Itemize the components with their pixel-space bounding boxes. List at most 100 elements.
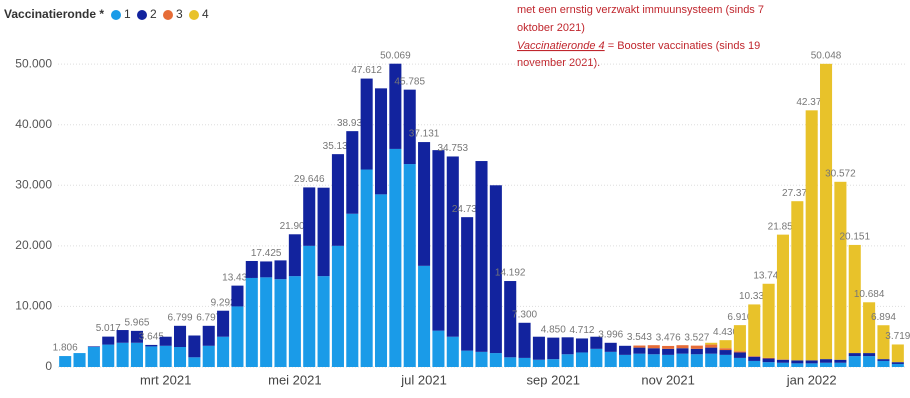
- bar-segment: [891, 344, 904, 363]
- bar-segment: [676, 353, 689, 367]
- bar-segment: [575, 352, 589, 367]
- bar-segment: [863, 353, 876, 357]
- bar-segment: [59, 356, 72, 367]
- bar-segment: [863, 356, 876, 367]
- bar-segment: [590, 336, 603, 349]
- bar-segment: [217, 336, 230, 367]
- bar-segment: [432, 150, 445, 331]
- bar-segment: [762, 358, 775, 363]
- bar-segment: [116, 330, 129, 343]
- bar-segment: [518, 357, 531, 367]
- bar-segment: [504, 357, 517, 367]
- bar-segment: [303, 187, 316, 246]
- bar-segment: [547, 337, 560, 360]
- legend-swatch: [111, 10, 121, 20]
- y-tick-label: 50.000: [15, 56, 52, 70]
- bar-segment: [590, 348, 603, 367]
- x-tick-label: mei 2021: [268, 372, 321, 387]
- bar-segment: [403, 164, 416, 367]
- data-label: 50.069: [380, 50, 411, 61]
- bar-segment: [489, 185, 502, 354]
- bar-segment: [274, 279, 287, 367]
- bar-segment: [260, 277, 273, 367]
- bar-segment: [662, 348, 675, 355]
- legend-label: 3: [176, 7, 183, 21]
- bar-segment: [776, 362, 790, 367]
- data-label: 47.612: [351, 65, 382, 76]
- bar-segment: [245, 260, 258, 278]
- bar-segment: [805, 360, 818, 364]
- bar-segment: [102, 344, 115, 367]
- legend-swatch: [163, 10, 173, 20]
- bar-segment: [245, 277, 258, 367]
- bar-segment: [303, 245, 316, 367]
- bar-segment: [346, 131, 359, 214]
- bar-segment: [705, 342, 718, 345]
- bar-segment: [848, 356, 861, 367]
- data-label: 3.645: [139, 332, 164, 343]
- bar-segment: [188, 357, 201, 367]
- bar-segment: [504, 281, 517, 358]
- bar-segment: [776, 234, 790, 360]
- bar-segment: [561, 354, 574, 367]
- y-tick-label: 40.000: [15, 117, 52, 131]
- bar-segment: [891, 362, 904, 364]
- bar-segment: [748, 360, 761, 367]
- bar-segment: [805, 110, 818, 361]
- bar-segment: [633, 345, 646, 348]
- data-label: 6.799: [168, 312, 193, 323]
- x-tick-label: jan 2022: [786, 372, 837, 387]
- bar-segment: [690, 348, 703, 355]
- bar-segment: [274, 260, 287, 280]
- bar-segment: [604, 351, 617, 367]
- bar-segment: [159, 336, 172, 346]
- annotation-emphasis: Vaccinatieronde 4: [517, 40, 605, 52]
- data-label: 4.850: [541, 324, 566, 335]
- data-label: 14.192: [495, 268, 526, 279]
- data-label: 17.425: [251, 248, 282, 259]
- bar-segment: [188, 335, 201, 358]
- data-label: 3.996: [598, 329, 623, 340]
- annotation: november 2021).: [517, 57, 600, 69]
- bar-segment: [331, 154, 344, 246]
- data-label: 45.785: [394, 76, 425, 87]
- data-label: 13.740: [753, 270, 784, 281]
- y-tick-label: 30.000: [15, 177, 52, 191]
- bar-segment: [834, 362, 847, 367]
- data-label: 4.430: [713, 327, 738, 338]
- bar-segment: [863, 302, 876, 354]
- bar-segment: [461, 217, 474, 351]
- y-tick-label: 0: [45, 359, 52, 373]
- bar-segment: [518, 322, 531, 358]
- bar-segment: [877, 359, 890, 361]
- bar-segment: [532, 336, 545, 360]
- bar-segment: [130, 342, 143, 367]
- data-label: 1.806: [53, 343, 78, 354]
- bar-segment: [346, 213, 359, 367]
- data-label: 42.370: [796, 97, 827, 108]
- data-label: 3.719: [885, 331, 910, 342]
- bar-segment: [374, 88, 388, 195]
- bar-segment: [676, 348, 689, 354]
- bar-segment: [791, 201, 804, 361]
- data-label: 21.850: [768, 221, 799, 232]
- bar-segment: [676, 345, 689, 349]
- annotation: met een ernstig verzwakt immuunsysteem (…: [517, 4, 764, 16]
- bar-segment: [202, 325, 215, 346]
- bar-segment: [662, 354, 675, 367]
- annotation: oktober 2021): [517, 22, 585, 34]
- bar-segment: [733, 325, 746, 352]
- legend-title: Vaccinatieronde *: [4, 7, 104, 21]
- bar-segment: [173, 325, 187, 348]
- legend-swatch: [189, 10, 199, 20]
- bar-segment: [762, 362, 775, 367]
- bar-segment: [647, 348, 660, 355]
- bar-segment: [374, 194, 388, 367]
- bar-segment: [834, 181, 847, 360]
- bar-segment: [432, 330, 445, 367]
- bar-segment: [331, 245, 344, 367]
- data-label: 7.300: [512, 309, 537, 320]
- bar-segment: [748, 356, 761, 357]
- bar-segment: [360, 78, 373, 170]
